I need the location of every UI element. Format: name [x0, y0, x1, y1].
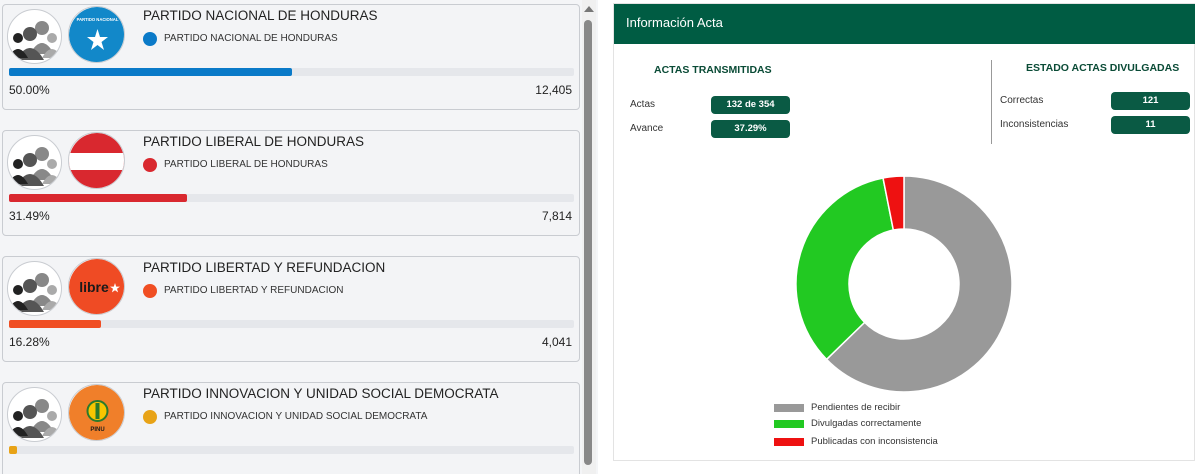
plh-flag-logo: [68, 132, 125, 189]
vote-percent: 31.49%: [9, 209, 50, 223]
candidates-avatar-icon: [7, 9, 62, 64]
pinu-logo: PINU: [68, 384, 125, 441]
scroll-up-arrow-icon[interactable]: [584, 6, 594, 12]
legend-swatch: [774, 404, 804, 412]
donut-slice-2[interactable]: [882, 175, 905, 231]
party-subtitle: PARTIDO INNOVACION Y UNIDAD SOCIAL DEMOC…: [164, 411, 428, 422]
party-name: PARTIDO LIBERAL DE HONDURAS: [143, 134, 365, 149]
party-card[interactable]: PARTIDO LIBERAL DE HONDURAS PARTIDO LIBER…: [2, 130, 580, 236]
party-color-dot: [143, 158, 157, 172]
legend-swatch: [774, 420, 804, 428]
vote-progress-bar: [9, 68, 574, 76]
vote-progress-bar: [9, 446, 574, 454]
pnh-star-logo: PARTIDO NACIONAL: [68, 6, 125, 63]
donut-slice-0[interactable]: [825, 175, 1013, 393]
libre-logo-text: libre: [79, 279, 109, 295]
section-divider: [991, 60, 992, 144]
actas-donut-chart: [795, 175, 1013, 393]
vote-progress-fill: [9, 68, 292, 76]
vote-progress-fill: [9, 194, 187, 202]
party-color-dot: [143, 32, 157, 46]
legend-label: Divulgadas correctamente: [811, 418, 922, 429]
party-name: PARTIDO LIBERTAD Y REFUNDACION: [143, 260, 386, 275]
party-card[interactable]: PARTIDO NACIONAL PARTIDO NACIONAL DE HOND…: [2, 4, 580, 110]
vote-count: 12,405: [535, 83, 572, 97]
actas-transmitidas-title: ACTAS TRANSMITIDAS: [654, 64, 772, 76]
libre-logo: libre: [68, 258, 125, 315]
acta-info-header: Información Acta: [614, 4, 1195, 44]
vote-progress-bar: [9, 194, 574, 202]
vote-progress-fill: [9, 446, 18, 454]
acta-info-title: Información Acta: [626, 15, 723, 30]
avance-value-badge: 37.29%: [711, 120, 790, 138]
candidates-avatar-icon: [7, 261, 62, 316]
actas-label: Actas: [630, 99, 656, 110]
party-card[interactable]: libre PARTIDO LIBERTAD Y REFUNDACION PARTI…: [2, 256, 580, 362]
candidates-avatar-icon: [7, 387, 62, 442]
acta-info-panel: Información Acta ACTAS TRANSMITIDAS Acta…: [613, 3, 1195, 461]
donut-slice-1[interactable]: [795, 177, 895, 361]
pinu-logo-text: PINU: [90, 427, 104, 433]
estado-actas-title: ESTADO ACTAS DIVULGADAS: [1026, 62, 1180, 74]
avance-label: Avance: [630, 123, 664, 134]
vote-progress-fill: [9, 320, 101, 328]
correctas-label: Correctas: [1000, 95, 1044, 106]
inconsistencias-value-badge: 11: [1111, 116, 1190, 134]
vote-percent: 50.00%: [9, 83, 50, 97]
party-subtitle: PARTIDO NACIONAL DE HONDURAS: [164, 33, 338, 44]
legend-label: Publicadas con inconsistencia: [811, 436, 938, 447]
party-card[interactable]: PINU PARTIDO INNOVACION Y UNIDAD SOCIAL D…: [2, 382, 580, 474]
party-subtitle: PARTIDO LIBERTAD Y REFUNDACION: [164, 285, 344, 296]
legend-label: Pendientes de recibir: [811, 402, 901, 413]
vote-progress-bar: [9, 320, 574, 328]
scrollbar-thumb[interactable]: [584, 20, 592, 465]
vote-percent: 16.28%: [9, 335, 50, 349]
correctas-value-badge: 121: [1111, 92, 1190, 110]
pnh-logo-text: PARTIDO NACIONAL: [77, 17, 119, 22]
vote-count: 7,814: [541, 209, 572, 223]
party-subtitle: PARTIDO LIBERAL DE HONDURAS: [164, 159, 328, 170]
inconsistencias-label: Inconsistencias: [1000, 119, 1069, 130]
party-color-dot: [143, 284, 157, 298]
legend-swatch: [774, 438, 804, 446]
party-color-dot: [143, 410, 157, 424]
actas-value-badge: 132 de 354: [711, 96, 790, 114]
party-name: PARTIDO INNOVACION Y UNIDAD SOCIAL DEMOC…: [143, 386, 499, 401]
party-results-panel: PARTIDO NACIONAL PARTIDO NACIONAL DE HOND…: [0, 0, 598, 474]
party-name: PARTIDO NACIONAL DE HONDURAS: [143, 8, 378, 23]
candidates-avatar-icon: [7, 135, 62, 190]
vote-count: 4,041: [541, 335, 572, 349]
